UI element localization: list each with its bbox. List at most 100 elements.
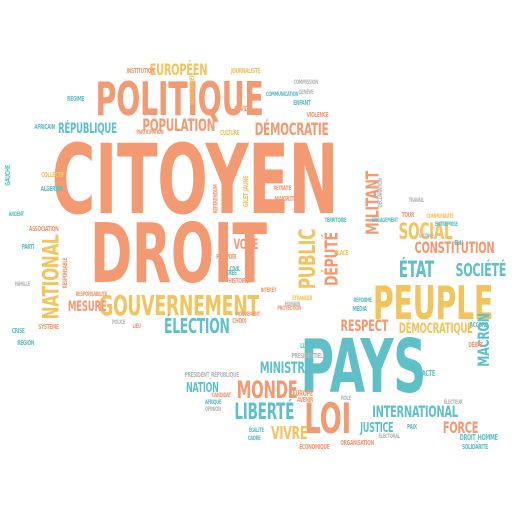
- word-engagement: ENGAGEMENT: [371, 217, 398, 224]
- word-lieu: LIEU: [132, 323, 141, 330]
- word-cree: CRÉÉ: [225, 269, 237, 277]
- word-elu: ÉLU: [454, 239, 463, 247]
- word-organisation: ORGANISATION: [340, 439, 374, 447]
- word-constitution: CONSTITUTION: [414, 238, 495, 257]
- word-communaute: COMMUNAUTÉ: [426, 213, 454, 220]
- word-victime: VICTIME: [418, 233, 434, 240]
- word-mouvement: MOUVEMENT: [235, 311, 260, 318]
- word-solidarite: SOLIDARITÉ: [461, 443, 488, 451]
- word-droit: DROIT: [90, 207, 267, 302]
- word-respect: RESPECT: [340, 316, 389, 335]
- word-population: POPULATION: [142, 116, 216, 136]
- word-humain: HUMAIN: [284, 301, 301, 308]
- word-institution: INSTITUTION: [126, 67, 155, 75]
- word-droit-homme: DROIT_HOMME: [459, 433, 498, 442]
- word-place: PLACE: [334, 249, 349, 257]
- word-referendum: RÉFÉRENDUM: [212, 184, 220, 214]
- word-role: RÔLE: [340, 395, 351, 402]
- word-lutte: LUTTE: [300, 342, 314, 350]
- word-participation: PARTICIPATION: [136, 129, 164, 136]
- word-crise: CRISE: [11, 327, 25, 335]
- word-argent: ARGENT: [8, 211, 24, 218]
- word-defendre: DÉFENDRE: [94, 240, 103, 267]
- word-gauche: GAUCHE: [4, 165, 13, 186]
- word-police: POLICE: [112, 319, 126, 326]
- word-public: PUBLIC: [296, 228, 322, 290]
- word-humanite: HUMANITÉ: [103, 171, 111, 195]
- word-presidentiel: PRÉSIDENTIEL: [291, 352, 323, 360]
- word-paix: PAIX: [407, 423, 417, 431]
- word-regime: RÉGIME: [67, 95, 85, 103]
- word-accord: ACCORD: [469, 321, 489, 329]
- word-egalite: ÉGALITÉ: [248, 427, 264, 434]
- word-communication: COMMUNICATION: [265, 91, 299, 98]
- word-voix: VOIX: [193, 175, 204, 183]
- word-citoyen: CITOYEN: [51, 124, 339, 236]
- word-region: RÉGION: [17, 339, 35, 347]
- word-national: NATIONAL: [39, 234, 65, 320]
- word-mesure: MESURE: [67, 299, 107, 315]
- word-debat: DÉBAT: [468, 341, 483, 349]
- word-souverainete: SOUVERAINETÉ: [188, 72, 196, 106]
- word-declaration: DÉCLARATION: [376, 178, 384, 208]
- word-nation: NATION: [185, 381, 219, 396]
- word-republique: RÉPUBLIQUE: [57, 121, 117, 137]
- word-president-republique: PRÉSIDENT_RÉPUBLIQUE: [184, 371, 240, 379]
- word-etranger: ÉTRANGER: [292, 295, 313, 302]
- word-electeur: ÉLECTEUR: [443, 399, 463, 406]
- word-societe: SOCIÉTÉ: [455, 260, 507, 281]
- word-ministre: MINISTRE: [259, 358, 312, 377]
- word-justice: JUSTICE: [360, 421, 394, 436]
- word-politique: POLITIQUE: [95, 72, 264, 126]
- word-pouvoir: POUVOIR: [216, 253, 237, 261]
- word-reforme: RÉFORME: [353, 297, 372, 304]
- word-liberte: LIBERTÉ: [234, 400, 295, 425]
- word-afrique: AFRIQUE: [204, 399, 222, 406]
- word-parti: PARTI: [21, 243, 35, 251]
- word-europeen: EUROPÉEN: [149, 60, 208, 79]
- word-vote: VOTE: [233, 237, 259, 253]
- word-gilet-jaune: GILET_JAUNE: [241, 175, 250, 208]
- word-vivre: VIVRE: [271, 423, 308, 444]
- word-enfant: ENFANT: [293, 99, 311, 107]
- word-tour: TOUR: [401, 211, 415, 219]
- word-avenir: AVENIR: [296, 396, 314, 404]
- word-retraite: RETRAITE: [273, 185, 292, 192]
- word-choix: CHOIX: [232, 317, 247, 325]
- word-social: SOCIAL: [398, 220, 453, 245]
- word-force: FORCE: [442, 418, 479, 437]
- word-uni: UNI: [178, 267, 187, 275]
- word-collectif: COLLECTIF: [41, 171, 65, 179]
- word-majorite: MAJORITÉ: [274, 195, 297, 203]
- word-responsable: RESPONSABLE: [61, 257, 69, 289]
- word-pays: PAYS: [300, 324, 427, 410]
- word-etat: ÉTAT: [398, 258, 434, 283]
- word-loi: LOI: [304, 394, 351, 443]
- word-responsabilite: RESPONSABILITÉ: [75, 291, 108, 298]
- word-media: MÉDIA: [352, 305, 367, 313]
- word-economique: ÉCONOMIQUE: [299, 443, 330, 451]
- word-candidat: CANDIDAT: [211, 392, 231, 399]
- word-depute: DÉPUTÉ: [321, 232, 343, 286]
- word-association: ASSOCIATION: [29, 225, 59, 233]
- word-opinion: OPINION: [204, 406, 221, 413]
- word-peuple: PEUPLE: [372, 276, 494, 330]
- word-africain: AFRICAIN: [34, 123, 55, 131]
- word-famille: FAMILLE: [14, 281, 31, 288]
- word-journaliste: JOURNALISTE: [230, 67, 261, 75]
- word-covid: COVID: [234, 105, 249, 113]
- word-acte: ACTE: [421, 369, 435, 378]
- word-algerien: ALGÉRIEN: [40, 185, 63, 193]
- word-histoire: HISTOIRE: [228, 277, 249, 285]
- word-election: ÉLECTION: [164, 314, 230, 338]
- word-travail: TRAVAIL: [408, 197, 424, 204]
- word-monde: MONDE: [236, 376, 298, 404]
- word-entreprise: ENTREPRISE: [434, 221, 458, 228]
- word-interet: INTÉRÊT: [260, 287, 277, 294]
- word-cadre: CADRE: [247, 435, 261, 442]
- word-geneve: GENÈVE: [298, 89, 314, 96]
- word-gouvernement: GOUVERNEMENT: [99, 289, 259, 322]
- word-electoral: ÉLECTORAL: [378, 433, 401, 440]
- word-commission: COMMISSION: [293, 79, 318, 86]
